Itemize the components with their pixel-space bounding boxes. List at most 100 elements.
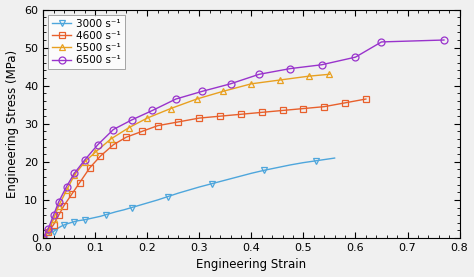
4600 s⁻¹ [124,135,129,139]
3000 s⁻¹ [137,204,142,207]
6500 s⁻¹ [64,185,69,188]
6500 s⁻¹ [199,90,205,93]
3000 s⁻¹ [46,234,51,237]
3000 s⁻¹ [40,236,46,240]
3000 s⁻¹ [186,188,191,192]
5500 s⁻¹ [92,151,98,154]
3000 s⁻¹ [43,235,48,238]
3000 s⁻¹ [262,169,267,172]
4600 s⁻¹ [56,214,62,217]
4600 s⁻¹ [61,204,67,207]
3000 s⁻¹ [61,224,67,227]
4600 s⁻¹ [110,143,116,147]
4600 s⁻¹ [69,193,74,196]
4600 s⁻¹ [98,155,103,158]
5500 s⁻¹ [72,173,77,177]
3000 s⁻¹ [77,219,82,222]
6500 s⁻¹ [82,158,88,161]
6500 s⁻¹ [441,38,447,42]
3000 s⁻¹ [72,220,77,223]
3000 s⁻¹ [327,157,332,160]
4600 s⁻¹ [196,116,202,120]
5500 s⁻¹ [126,126,132,129]
3000 s⁻¹ [74,219,80,222]
3000 s⁻¹ [288,163,293,166]
4600 s⁻¹ [40,236,46,240]
4600 s⁻¹ [155,124,161,127]
6500 s⁻¹ [288,67,293,70]
Legend: 3000 s⁻¹, 4600 s⁻¹, 5500 s⁻¹, 6500 s⁻¹: 3000 s⁻¹, 4600 s⁻¹, 5500 s⁻¹, 6500 s⁻¹ [48,15,125,69]
6500 s⁻¹ [379,40,384,43]
Line: 3000 s⁻¹: 3000 s⁻¹ [40,155,337,241]
4600 s⁻¹ [342,101,348,104]
3000 s⁻¹ [48,232,54,235]
3000 s⁻¹ [56,226,62,229]
3000 s⁻¹ [58,225,64,228]
4600 s⁻¹ [363,98,369,101]
3000 s⁻¹ [79,219,85,222]
3000 s⁻¹ [98,215,103,218]
3000 s⁻¹ [113,210,119,213]
5500 s⁻¹ [220,90,226,93]
5500 s⁻¹ [248,82,254,86]
3000 s⁻¹ [210,182,215,185]
Line: 6500 s⁻¹: 6500 s⁻¹ [40,37,447,242]
3000 s⁻¹ [332,157,337,160]
3000 s⁻¹ [92,216,98,219]
5500 s⁻¹ [327,73,332,76]
3000 s⁻¹ [301,161,306,164]
6500 s⁻¹ [319,63,325,66]
3000 s⁻¹ [175,191,181,195]
5500 s⁻¹ [82,160,88,163]
6500 s⁻¹ [110,128,116,131]
3000 s⁻¹ [129,206,135,209]
5500 s⁻¹ [145,116,150,120]
3000 s⁻¹ [103,213,109,216]
6500 s⁻¹ [173,98,179,101]
4600 s⁻¹ [321,105,327,108]
5500 s⁻¹ [306,75,311,78]
3000 s⁻¹ [145,201,150,205]
3000 s⁻¹ [69,221,74,224]
5500 s⁻¹ [40,236,46,240]
5500 s⁻¹ [194,98,200,101]
X-axis label: Engineering Strain: Engineering Strain [196,258,306,271]
5500 s⁻¹ [64,189,69,192]
5500 s⁻¹ [277,78,283,82]
4600 s⁻¹ [87,166,93,169]
6500 s⁻¹ [150,109,155,112]
6500 s⁻¹ [353,55,358,59]
5500 s⁻¹ [56,204,62,207]
3000 s⁻¹ [248,172,254,175]
3000 s⁻¹ [87,217,93,220]
3000 s⁻¹ [155,198,161,202]
Line: 5500 s⁻¹: 5500 s⁻¹ [40,71,333,242]
4600 s⁻¹ [175,120,181,124]
5500 s⁻¹ [46,229,51,232]
6500 s⁻¹ [95,143,100,147]
3000 s⁻¹ [165,195,171,198]
3000 s⁻¹ [64,222,69,225]
3000 s⁻¹ [121,208,127,212]
3000 s⁻¹ [314,159,319,162]
3000 s⁻¹ [66,222,72,225]
4600 s⁻¹ [280,109,285,112]
4600 s⁻¹ [238,113,244,116]
5500 s⁻¹ [168,107,173,110]
3000 s⁻¹ [108,212,114,215]
6500 s⁻¹ [256,73,262,76]
6500 s⁻¹ [40,236,46,240]
Line: 4600 s⁻¹: 4600 s⁻¹ [40,96,369,242]
3000 s⁻¹ [236,175,241,178]
3000 s⁻¹ [274,166,280,169]
4600 s⁻¹ [259,111,264,114]
6500 s⁻¹ [129,118,135,122]
6500 s⁻¹ [72,172,77,175]
5500 s⁻¹ [108,137,114,141]
6500 s⁻¹ [228,82,233,86]
3000 s⁻¹ [53,228,59,231]
4600 s⁻¹ [77,181,82,184]
Y-axis label: Engineering Stress (MPa): Engineering Stress (MPa) [6,50,18,198]
4600 s⁻¹ [46,231,51,234]
6500 s⁻¹ [56,200,62,204]
